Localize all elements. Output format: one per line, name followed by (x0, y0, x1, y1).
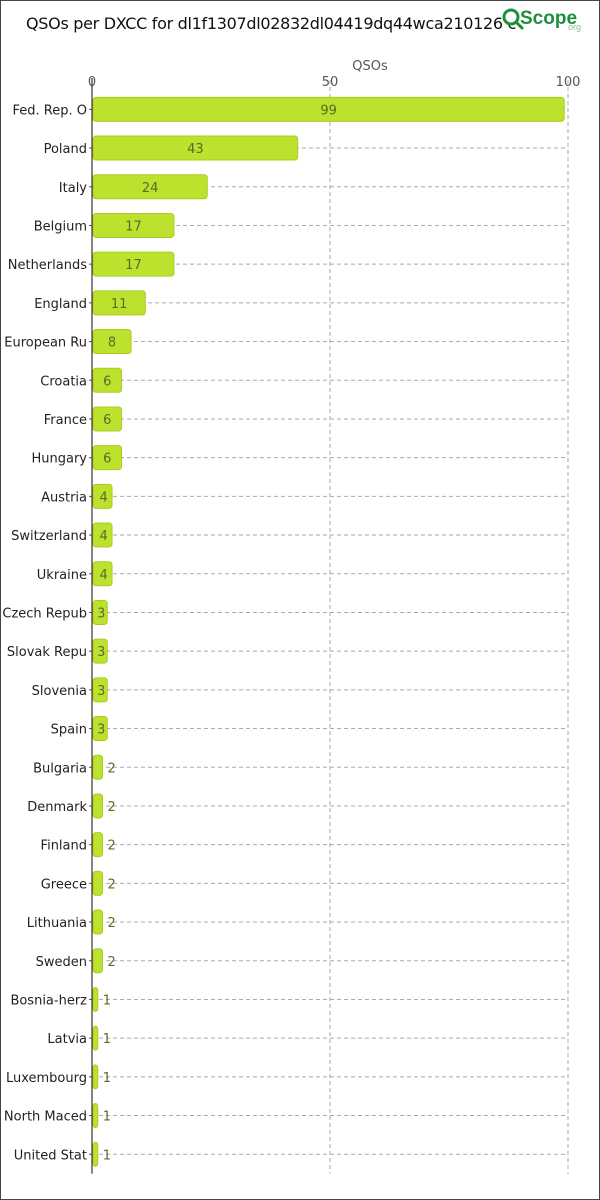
category-label: Fed. Rep. O (13, 103, 87, 118)
bar-value-label: 6 (103, 374, 111, 389)
category-label: North Maced (4, 1110, 87, 1125)
category-label: Bulgaria (33, 761, 87, 776)
bar (92, 445, 123, 471)
category-label: United Stat (14, 1148, 87, 1163)
category-label: Luxembourg (6, 1071, 87, 1086)
x-axis-title: QSOs (352, 59, 388, 74)
bar (92, 1141, 99, 1167)
category-label: Hungary (31, 452, 87, 467)
bar (92, 135, 299, 161)
qscope-logo: Scope org (500, 6, 588, 36)
bar-value-label: 24 (142, 181, 159, 196)
bar (92, 638, 108, 664)
x-tick-label: 100 (556, 75, 581, 90)
category-label: European Ru (4, 336, 87, 351)
bar (92, 406, 123, 432)
category-label: Slovak Repu (7, 645, 87, 660)
bar-value-label: 1 (103, 993, 111, 1008)
bar (92, 716, 108, 742)
bar (92, 754, 104, 780)
category-label: Spain (51, 723, 87, 738)
bar (92, 174, 208, 200)
bar-value-label: 1 (103, 1071, 111, 1086)
category-label: France (44, 413, 87, 428)
bar-value-label: 4 (100, 568, 108, 583)
bar (92, 909, 104, 935)
bar (92, 1064, 99, 1090)
bar (92, 212, 175, 238)
category-label: Poland (44, 142, 87, 157)
bar-value-label: 17 (125, 258, 142, 273)
bar (92, 290, 146, 316)
bar-value-label: 3 (97, 606, 105, 621)
bar (92, 793, 104, 819)
category-label: Greece (41, 877, 87, 892)
bar (92, 251, 175, 277)
bar-value-label: 2 (108, 916, 116, 931)
bar (92, 986, 99, 1012)
bar (92, 677, 108, 703)
bar-value-label: 1 (103, 1032, 111, 1047)
category-label: Switzerland (11, 529, 87, 544)
category-label: Czech Repub (2, 606, 87, 621)
bar-value-label: 2 (108, 761, 116, 776)
category-label: Austria (41, 490, 87, 505)
bar (92, 1025, 99, 1051)
bar-value-label: 2 (108, 955, 116, 970)
bar (92, 329, 132, 355)
category-label: Ukraine (37, 568, 87, 583)
bar (92, 948, 104, 974)
category-label: Denmark (27, 800, 87, 815)
bar (92, 599, 108, 625)
category-label: Sweden (36, 955, 87, 970)
bar (92, 832, 104, 858)
logo-brand: Scope (520, 8, 578, 29)
bar (92, 870, 104, 896)
bar-value-label: 11 (111, 297, 128, 312)
bar-value-label: 99 (320, 103, 337, 118)
bar-value-label: 4 (100, 490, 108, 505)
category-label: Belgium (34, 219, 87, 234)
bar-value-label: 6 (103, 413, 111, 428)
bar-value-label: 1 (103, 1148, 111, 1163)
bar (92, 367, 123, 393)
bar-value-label: 2 (108, 839, 116, 854)
bar-value-label: 17 (125, 219, 142, 234)
bar-value-label: 2 (108, 877, 116, 892)
bar-value-label: 2 (108, 800, 116, 815)
category-label: Lithuania (27, 916, 87, 931)
category-label: Italy (59, 181, 88, 196)
bar (92, 1103, 99, 1129)
category-label: Bosnia-herz (10, 993, 87, 1008)
magnifier-icon (502, 8, 524, 30)
bar (92, 522, 113, 548)
bar-value-label: 3 (97, 645, 105, 660)
bar-value-label: 3 (97, 684, 105, 699)
category-label: Netherlands (8, 258, 87, 273)
bar (92, 483, 113, 509)
bar (92, 561, 113, 587)
bar (92, 96, 565, 122)
x-tick-label: 50 (322, 75, 339, 90)
bar-value-label: 8 (108, 336, 116, 351)
bar-value-label: 1 (103, 1110, 111, 1125)
bar-value-label: 6 (103, 452, 111, 467)
bar-value-label: 3 (97, 723, 105, 738)
category-label: Slovenia (32, 684, 87, 699)
chart-title: QSOs per DXCC for dl1f1307dl02832dl04419… (26, 14, 516, 33)
category-label: Croatia (40, 374, 87, 389)
logo-tld: org (568, 22, 582, 32)
category-label: England (34, 297, 87, 312)
bar-value-label: 43 (187, 142, 204, 157)
category-label: Finland (41, 839, 87, 854)
category-label: Latvia (47, 1032, 87, 1047)
bar-value-label: 4 (100, 529, 108, 544)
